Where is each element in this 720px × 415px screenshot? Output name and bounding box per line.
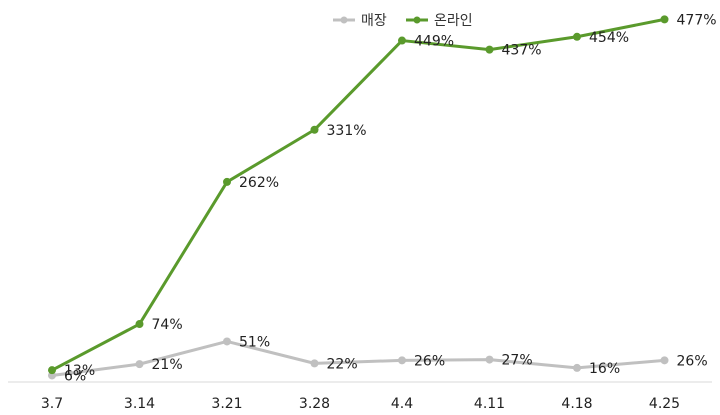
- data-point-online-2: [223, 177, 231, 186]
- data-label-store-4: 26%: [414, 353, 445, 369]
- data-point-online-0: [48, 366, 56, 375]
- data-label-store-5: 27%: [502, 353, 533, 369]
- x-axis-ticks: 3.7 3.14 3.21 3.28 4.4 4.11 4.18 4.25: [41, 396, 680, 412]
- data-point-online-5: [485, 45, 494, 54]
- data-label-store-1: 21%: [152, 357, 183, 373]
- x-tick-label-0: 3.7: [41, 396, 63, 412]
- data-label-store-3: 22%: [327, 356, 358, 372]
- data-point-online-6: [573, 32, 581, 41]
- data-label-store-0: 6%: [64, 368, 86, 384]
- data-label-online-5: 437%: [502, 43, 542, 59]
- legend-item-online: 온라인: [406, 13, 473, 29]
- data-label-store-2: 51%: [239, 334, 270, 350]
- x-tick-label-2: 3.21: [211, 396, 242, 412]
- data-point-store-3: [310, 359, 319, 368]
- data-label-store-7: 26%: [677, 353, 708, 369]
- data-label-online-3: 331%: [327, 123, 367, 139]
- data-point-online-7: [660, 15, 669, 24]
- x-tick-label-6: 4.18: [561, 396, 592, 412]
- data-label-store-6: 16%: [589, 361, 620, 377]
- x-tick-label-3: 3.28: [299, 396, 330, 412]
- data-label-online-1: 74%: [152, 317, 183, 333]
- data-label-online-0: 13%: [64, 363, 95, 379]
- legend-item-store: 매장: [333, 13, 387, 29]
- data-point-store-1: [135, 360, 144, 369]
- data-label-online-4: 449%: [414, 34, 454, 50]
- data-point-store-7: [660, 356, 669, 365]
- data-label-online-6: 454%: [589, 30, 629, 46]
- legend: 매장 온라인: [333, 13, 473, 29]
- data-point-online-4: [398, 36, 406, 45]
- data-point-store-5: [485, 355, 494, 364]
- data-point-store-2: [223, 337, 231, 346]
- x-tick-label-4: 4.4: [391, 396, 413, 412]
- series-line-online: [50, 17, 666, 372]
- legend-label-store: 매장: [361, 13, 387, 29]
- data-point-online-1: [135, 320, 144, 329]
- data-point-store-6: [573, 363, 581, 372]
- series-store: 6% 21% 51% 22% 26% 27% 16% 26%: [48, 334, 708, 384]
- data-point-online-3: [310, 125, 319, 134]
- legend-label-online: 온라인: [434, 13, 473, 29]
- x-tick-label-5: 4.11: [474, 396, 505, 412]
- x-tick-label-1: 3.14: [124, 396, 155, 412]
- data-label-online-7: 477%: [677, 12, 717, 28]
- x-tick-label-7: 4.25: [649, 396, 680, 412]
- data-label-online-2: 262%: [239, 175, 279, 191]
- series-layer: 6% 21% 51% 22% 26% 27% 16% 26% 13% 74% 262% 331% 449…: [48, 12, 717, 384]
- data-point-store-4: [398, 356, 406, 365]
- series-line-store: [50, 339, 666, 377]
- series-online: 13% 74% 262% 331% 449% 437% 454% 477%: [48, 12, 717, 379]
